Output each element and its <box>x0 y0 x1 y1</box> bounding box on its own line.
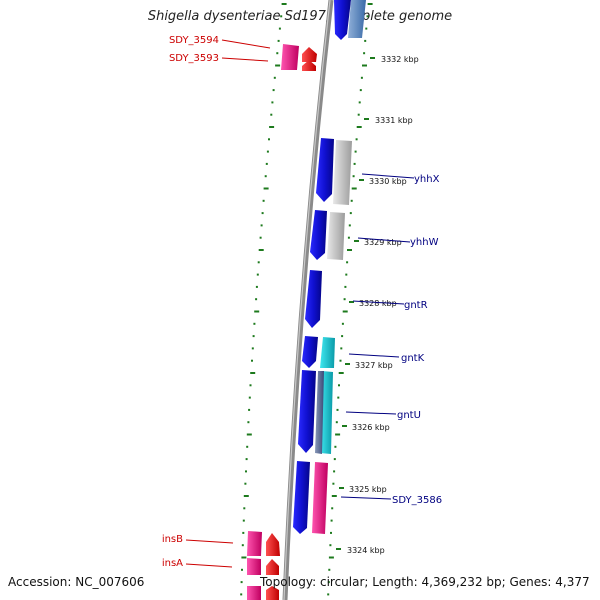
kbp-label: 3328 kbp <box>359 299 397 308</box>
label-leader <box>357 237 411 243</box>
cds-feature-slate[interactable] <box>315 371 324 454</box>
forward-cds-feature[interactable] <box>334 0 351 40</box>
map-title: Shigella dysenteriae Sd197, complete gen… <box>147 9 453 24</box>
cds-feature-steel[interactable] <box>348 0 366 38</box>
mobile-element-feature[interactable] <box>302 47 317 62</box>
gene-labels-left: SDY_3594 SDY_3593 insB insA <box>162 35 271 569</box>
label-leader <box>221 57 269 62</box>
reverse-cds-feature[interactable] <box>247 586 261 600</box>
outer-tick-ring <box>327 3 373 596</box>
forward-cds-feature[interactable] <box>316 138 334 202</box>
genome-backbone-highlight <box>283 0 331 600</box>
accession-label: Accession: NC_007606 <box>8 575 145 589</box>
kbp-scale: 3332 kbp 3331 kbp 3330 kbp 3329 kbp 3328… <box>336 55 419 555</box>
gene-label[interactable]: yhhW <box>410 237 439 248</box>
kbp-label: 3324 kbp <box>347 546 385 555</box>
label-leader <box>345 411 397 415</box>
gene-label[interactable]: gntR <box>404 300 428 311</box>
label-leader <box>185 539 234 544</box>
reverse-cds-feature[interactable] <box>312 462 328 534</box>
gene-label[interactable]: insA <box>162 558 183 569</box>
gene-label[interactable]: insB <box>162 534 183 545</box>
kbp-label: 3325 kbp <box>349 485 387 494</box>
kbp-label: 3326 kbp <box>352 423 390 432</box>
mobile-element-feature[interactable] <box>302 60 316 71</box>
gene-label[interactable]: yhhX <box>414 174 440 185</box>
gene-label[interactable]: gntK <box>401 353 425 364</box>
label-leader <box>221 39 271 49</box>
inner-tick-ring <box>240 3 287 596</box>
gene-label[interactable]: gntU <box>397 410 421 421</box>
label-leader <box>340 496 392 500</box>
forward-cds-feature[interactable] <box>302 336 318 368</box>
reverse-cds-feature[interactable] <box>281 44 299 70</box>
forward-cds-feature[interactable] <box>310 210 327 260</box>
forward-cds-feature[interactable] <box>305 270 322 328</box>
label-leader <box>185 563 233 568</box>
reverse-cds-feature[interactable] <box>247 558 261 575</box>
rna-feature[interactable] <box>333 140 352 205</box>
reverse-cds-feature[interactable] <box>247 531 262 556</box>
mobile-element-feature[interactable] <box>266 533 280 556</box>
kbp-label: 3329 kbp <box>364 238 402 247</box>
kbp-label: 3332 kbp <box>381 55 419 64</box>
label-leader <box>348 353 400 358</box>
forward-cds-feature[interactable] <box>298 370 316 453</box>
topology-label: Topology: circular; Length: 4,369,232 bp… <box>260 575 590 589</box>
gene-label[interactable]: SDY_3594 <box>169 35 219 46</box>
mobile-element-feature[interactable] <box>266 586 279 600</box>
feature-track <box>247 0 366 600</box>
genome-backbone <box>282 0 334 600</box>
forward-cds-feature[interactable] <box>293 461 310 534</box>
gene-label[interactable]: SDY_3593 <box>169 53 219 64</box>
kbp-label: 3331 kbp <box>375 116 413 125</box>
kbp-label: 3330 kbp <box>369 177 407 186</box>
rna-feature[interactable] <box>327 212 345 260</box>
gene-labels-right: yhhX yhhW gntR gntK gntU SDY_3586 <box>340 173 442 506</box>
highlight-cds-feature[interactable] <box>320 337 335 368</box>
mobile-element-feature[interactable] <box>266 559 279 575</box>
label-leader <box>361 173 415 179</box>
label-leader <box>352 300 405 305</box>
kbp-label: 3327 kbp <box>355 361 393 370</box>
gene-label[interactable]: SDY_3586 <box>392 495 442 506</box>
